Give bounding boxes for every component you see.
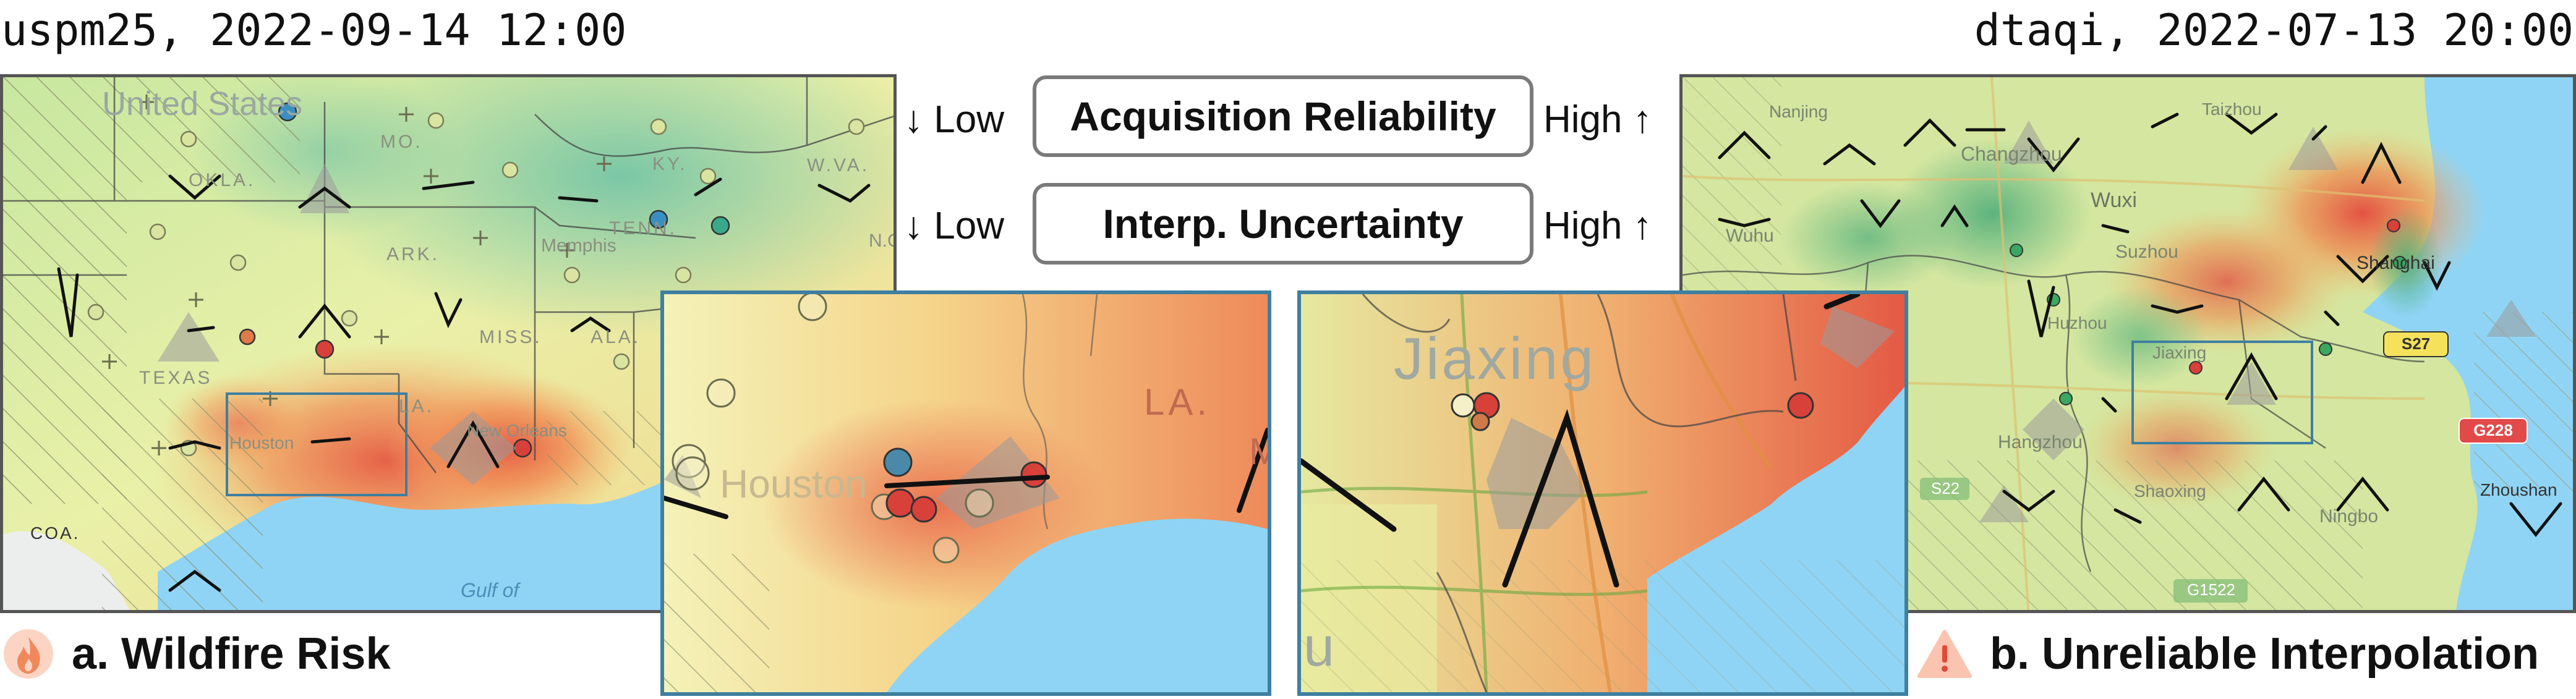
label-tenn: TENN. [609,218,677,239]
label-coa: COA. [30,523,80,543]
label-shaoxing: Shaoxing [2134,481,2206,501]
legend-uncertainty-low: ↓ Low [904,205,1004,247]
zoom-left-canvas [664,294,1268,692]
legend-uncertainty-box: Interp. Uncertainty [1033,183,1533,265]
label-taizhou: Taizhou [2202,100,2262,119]
label-zhoushan: Zhoushan [2480,480,2557,499]
label-shanghai: Shanghai [2356,253,2435,273]
label-texas: TEXAS [139,368,213,388]
road-s27: S27 [2401,334,2431,353]
right-map-title: dtaqi, 2022-07-13 20:00 [1974,5,2574,56]
zoom-right-canvas [1301,294,1904,692]
left-map-title: uspm25, 2022-09-14 12:00 [1,5,627,56]
zoom-label-u: u [1303,616,1335,678]
legend-acquisition-low: ↓ Low [904,98,1004,141]
label-hangzhou: Hangzhou [1998,432,2083,452]
left-caption: a. Wildfire Risk [2,628,391,680]
warning-icon [1917,628,1973,680]
label-wva: W.VA. [807,155,870,176]
zoom-left-panel[interactable]: Houston LA. M [660,290,1271,696]
label-memphis: Memphis [541,235,616,256]
label-nc: N.C [869,231,893,251]
legend-acquisition-box: Acquisition Reliability [1033,75,1533,157]
label-wuhu: Wuhu [1726,226,1774,246]
label-changzhou: Changzhou [1961,143,2062,165]
label-ala: ALA. [591,327,641,347]
label-nanjing: Nanjing [1769,102,1828,121]
label-ark: ARK. [386,244,440,265]
road-s22: S22 [1930,479,1960,498]
label-jiaxing-small: Jiaxing [2152,343,2207,362]
legend-uncertainty-high: High ↑ [1543,205,1652,247]
zoom-label-m: M [1249,430,1268,473]
label-suzhou: Suzhou [2115,242,2178,262]
label-wuxi: Wuxi [2091,189,2137,212]
label-gulf: Gulf of [461,579,519,601]
zoom-label-la: LA. [1144,381,1211,423]
label-united-states: United States [102,85,303,122]
right-caption: b. Unreliable Interpolation [1917,628,2539,680]
label-new-orleans: New Orleans [467,421,567,440]
label-okla: OKLA. [189,170,256,190]
label-huzhou: Huzhou [2047,313,2107,333]
zoom-right-panel[interactable]: Jiaxing u [1297,290,1908,696]
label-mo: MO. [380,132,423,152]
zoom-label-jiaxing: Jiaxing [1394,326,1596,392]
legend-acquisition-high: High ↑ [1543,98,1652,141]
zoom-label-houston: Houston [720,462,868,506]
label-miss: MISS. [479,327,542,347]
label-ky: KY. [652,154,688,174]
road-g228: G228 [2473,421,2513,439]
label-ningbo: Ningbo [2319,506,2379,527]
fire-icon [2,628,54,680]
left-caption-text: a. Wildfire Risk [72,629,391,679]
label-houston: Houston [229,433,294,452]
right-caption-text: b. Unreliable Interpolation [1990,629,2540,679]
road-g1522: G1522 [2186,580,2236,599]
label-la: LA. [399,396,435,417]
